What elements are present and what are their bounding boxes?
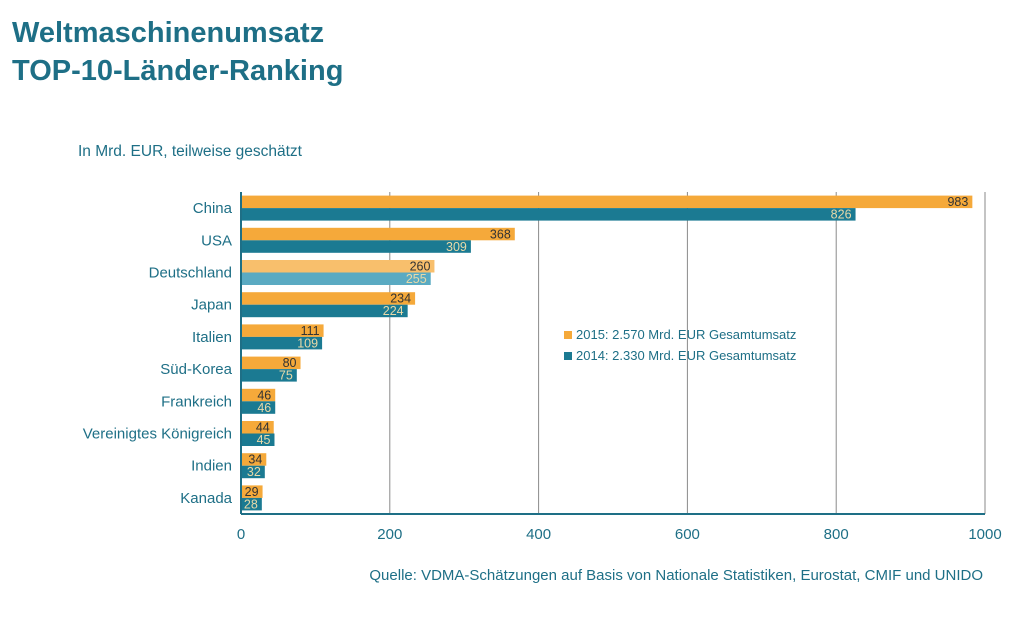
bar-2015 — [241, 292, 416, 305]
legend-swatch — [564, 352, 572, 360]
bar-2014 — [241, 336, 323, 350]
bar-2014 — [241, 240, 471, 253]
data-label: 983 — [947, 195, 968, 209]
data-label: 224 — [383, 304, 404, 318]
category-label: China — [193, 200, 233, 217]
category-label: Vereinigtes Königreich — [83, 426, 232, 443]
bar-2014 — [241, 465, 265, 479]
gridlines — [389, 192, 986, 514]
category-label: USA — [201, 232, 232, 249]
bar-2015 — [241, 324, 324, 337]
data-label: 29 — [245, 485, 259, 499]
bar-2014 — [241, 272, 431, 285]
data-label: 28 — [244, 497, 258, 511]
legend-label: 2014: 2.330 Mrd. EUR Gesamtumsatz — [576, 348, 796, 363]
data-label: 255 — [406, 272, 427, 286]
category-label: Frankreich — [161, 393, 232, 410]
data-label: 309 — [446, 240, 467, 254]
legend-label: 2015: 2.570 Mrd. EUR Gesamtumsatz — [576, 327, 796, 342]
legend-swatch — [564, 331, 572, 339]
bar-2015 — [241, 421, 274, 434]
data-label: 234 — [390, 292, 411, 306]
category-label: Kanada — [180, 490, 232, 507]
x-tick-label: 800 — [824, 526, 849, 543]
bar-2015 — [241, 388, 276, 402]
chart-subtitle: TOP-10-Länder-Ranking — [12, 55, 344, 87]
data-label: 109 — [297, 336, 318, 350]
bar-2015 — [241, 260, 435, 273]
category-label: Deutschland — [149, 265, 232, 282]
bar-2015 — [241, 485, 263, 498]
bar-2014 — [241, 304, 408, 318]
x-tick-label: 400 — [526, 526, 551, 543]
bar-2015 — [241, 356, 301, 370]
data-label: 75 — [279, 369, 293, 383]
source-note: Quelle: VDMA-Schätzungen auf Basis von N… — [369, 567, 983, 584]
bar-2015 — [241, 227, 515, 241]
bar-2015 — [241, 453, 267, 466]
unit-note: In Mrd. EUR, teilweise geschätzt — [78, 143, 302, 160]
data-label: 80 — [283, 356, 297, 370]
x-tick-label: 600 — [675, 526, 700, 543]
data-label: 111 — [301, 324, 320, 338]
chart-title: Weltmaschinenumsatz — [12, 17, 325, 49]
category-label: Italien — [192, 329, 232, 346]
data-label: 34 — [248, 453, 262, 467]
data-label: 44 — [256, 421, 270, 435]
bar-2014 — [241, 208, 856, 221]
category-label: Japan — [191, 297, 232, 314]
data-label: 260 — [410, 260, 431, 274]
axes: 0 200 400 600 800 1000 China USA Deutschland Japa… — [83, 192, 1002, 543]
legend: 2015: 2.570 Mrd. EUR Gesamtumsatz 2014: 2… — [564, 327, 796, 363]
x-tick-label: 1000 — [968, 526, 1001, 543]
data-label: 46 — [257, 401, 271, 415]
data-label: 32 — [247, 465, 261, 479]
data-label: 46 — [257, 388, 271, 402]
category-label: Indien — [191, 458, 232, 475]
data-label: 45 — [257, 433, 271, 447]
bar-2014 — [241, 497, 262, 511]
bar-2015 — [241, 195, 973, 209]
data-label: 826 — [831, 208, 852, 222]
bar-2014 — [241, 401, 276, 414]
x-tick-label: 0 — [237, 526, 245, 543]
category-label: Süd-Korea — [160, 361, 232, 378]
x-tick-label: 200 — [377, 526, 402, 543]
bar-2014 — [241, 433, 275, 446]
bar-2014 — [241, 369, 297, 382]
data-label: 368 — [490, 227, 511, 241]
